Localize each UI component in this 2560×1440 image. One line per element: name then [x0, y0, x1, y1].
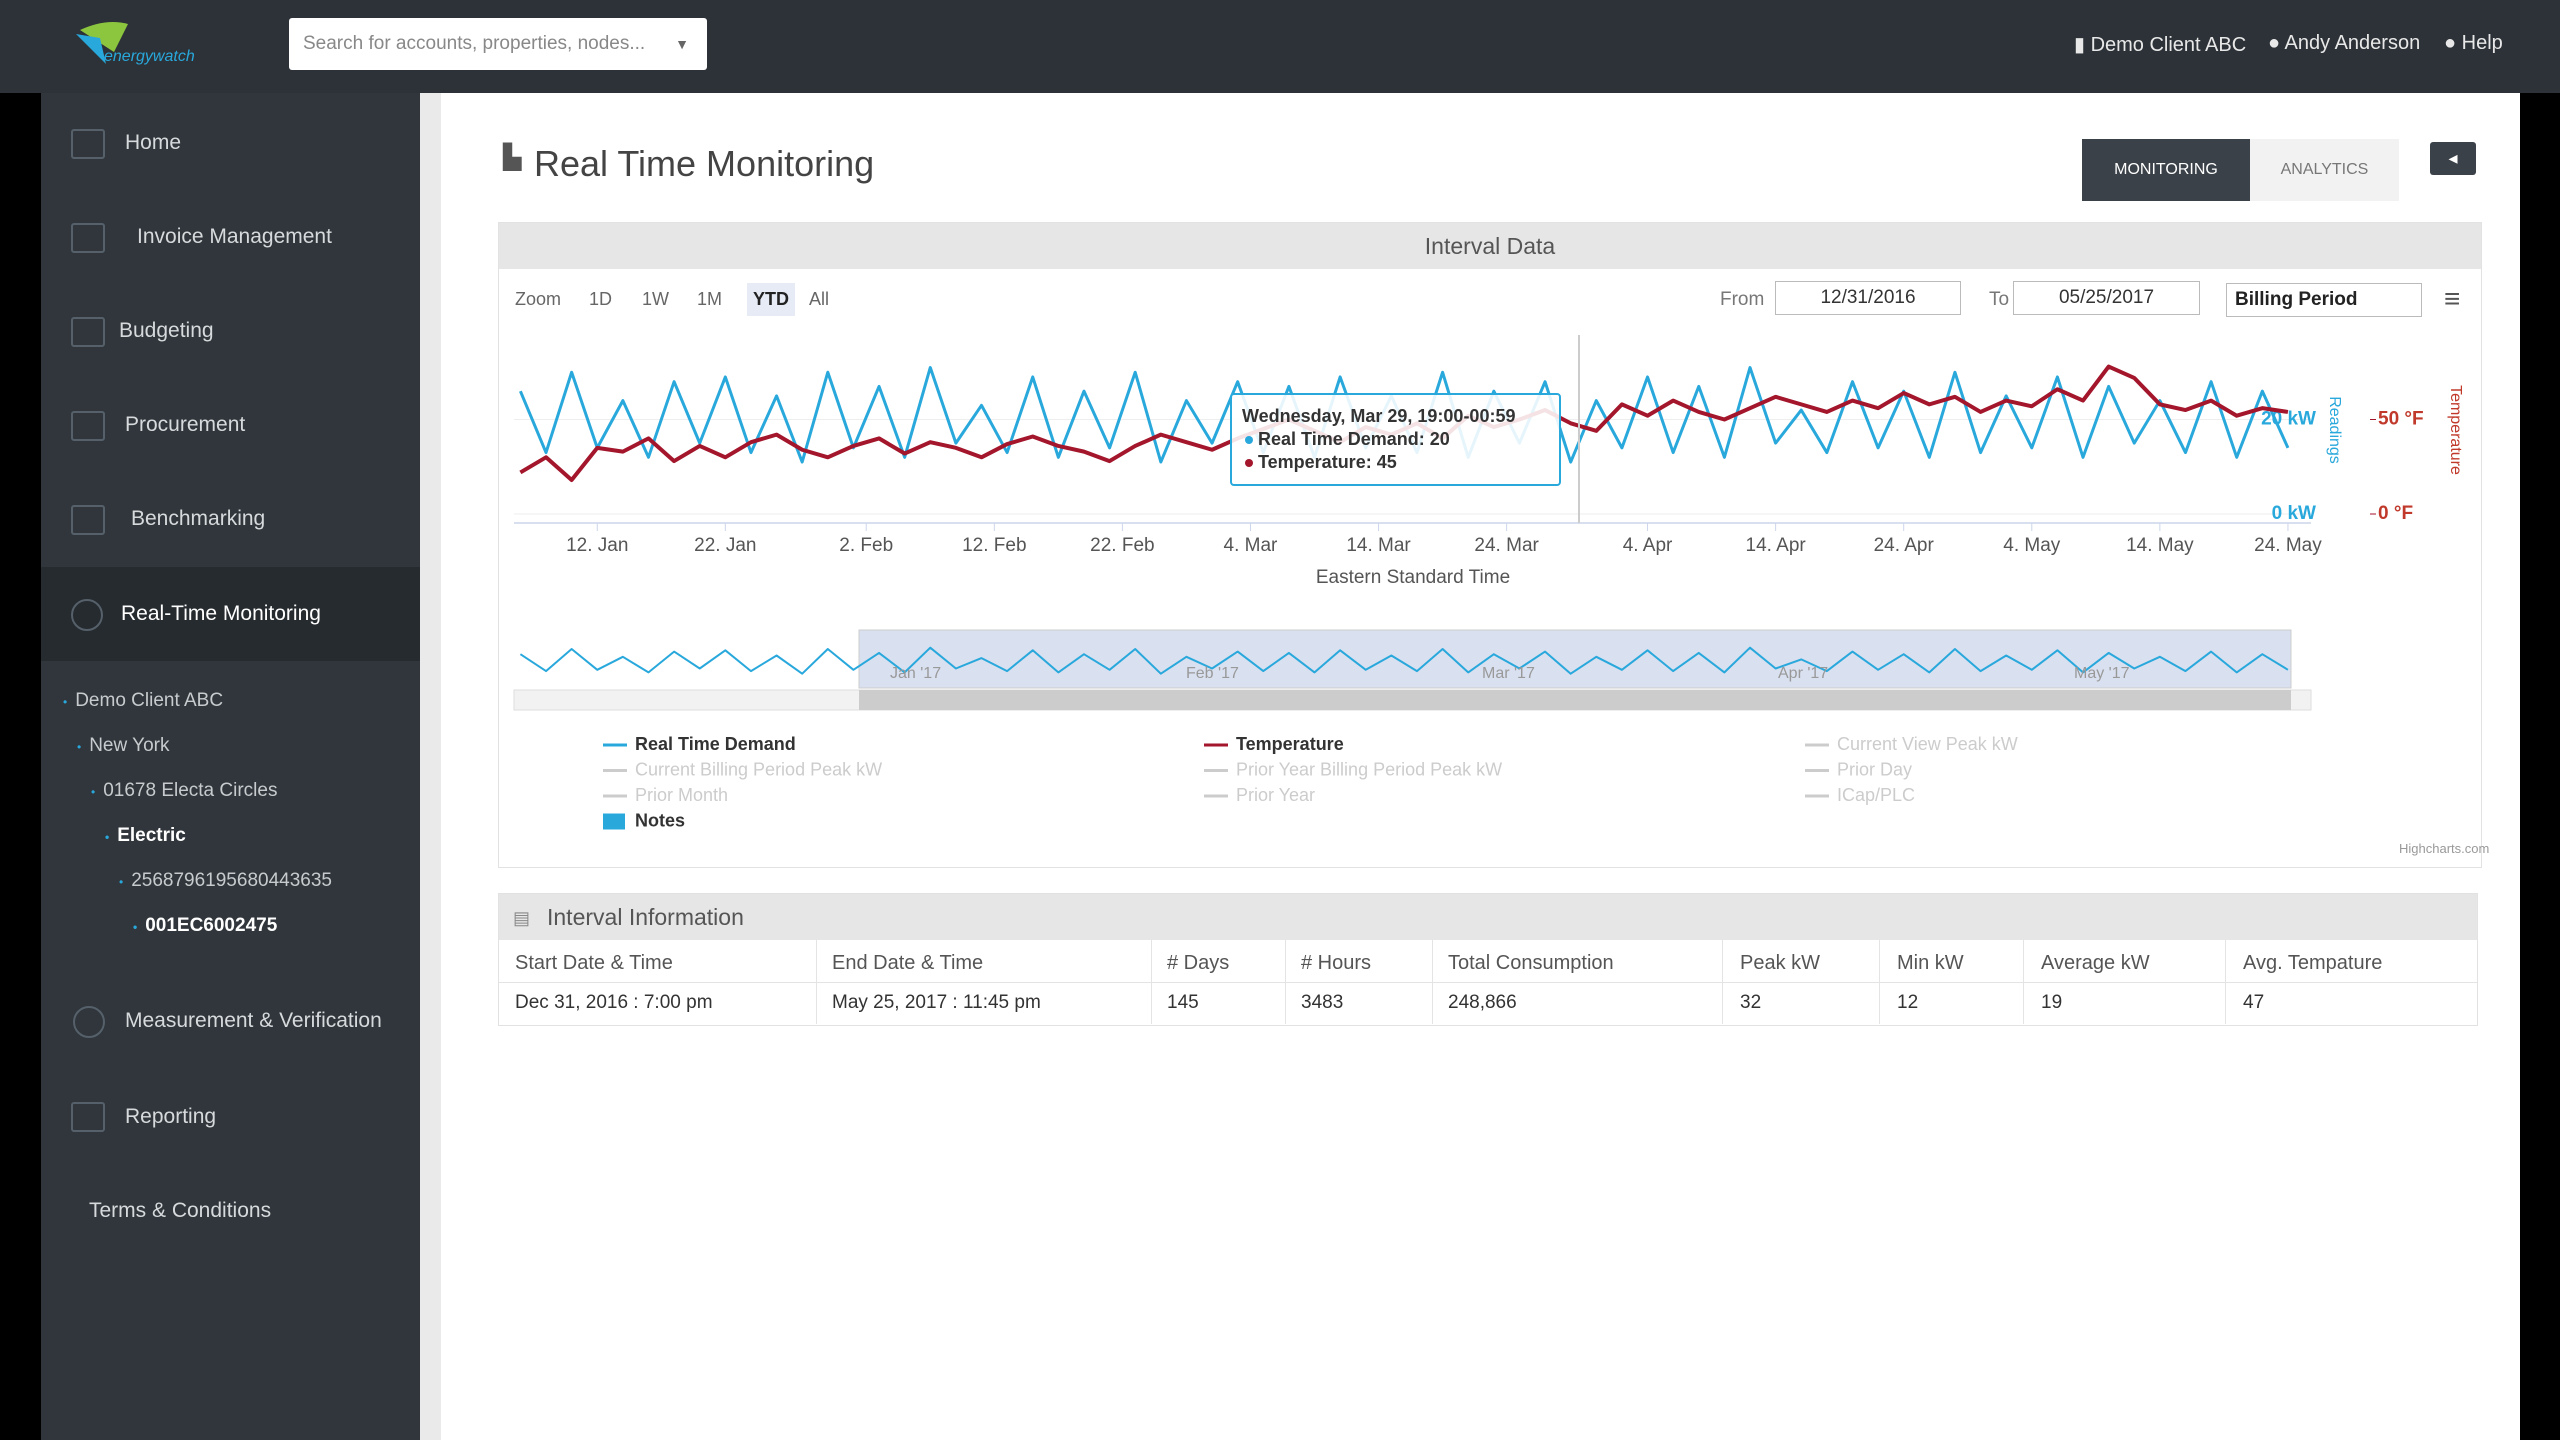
tree-item[interactable]: • Electric	[105, 825, 186, 846]
nav-item[interactable]: Measurement & Verification	[125, 1009, 382, 1032]
table-cell: 3483	[1301, 992, 1344, 1013]
tree-label: 2568796195680443635	[131, 870, 332, 891]
right-edge	[2520, 93, 2560, 1440]
tree-label: Demo Client ABC	[75, 690, 224, 711]
icon	[71, 317, 105, 347]
column-header: Avg. Tempature	[2243, 952, 2383, 974]
info-title: Interval Information	[499, 894, 2477, 940]
nav-item[interactable]: Budgeting	[119, 319, 214, 342]
to-label: To	[1989, 289, 2010, 310]
search-placeholder: Search for accounts, properties, nodes..…	[303, 33, 646, 54]
tree-item[interactable]: • 2568796195680443635	[119, 870, 332, 891]
tree-label: 001EC6002475	[145, 915, 278, 936]
row-divider	[499, 982, 2477, 983]
nav-item[interactable]: Reporting	[125, 1105, 217, 1128]
panel-title: Interval Data	[499, 223, 2481, 269]
help-text: Help	[2461, 32, 2503, 54]
logo-mark	[76, 22, 128, 64]
table-cell: May 25, 2017 : 11:45 pm	[832, 992, 1041, 1013]
top-bar: energywatch Search for accounts, propert…	[0, 0, 2560, 93]
tree-label: 01678 Electa Circles	[103, 780, 278, 801]
column-header: End Date & Time	[832, 952, 984, 974]
sidebar-scrollbar[interactable]	[420, 93, 441, 1440]
column-header: # Hours	[1301, 952, 1372, 974]
active-highlight	[41, 567, 420, 661]
sidebar: Home Invoice Management Budgeting Procur…	[41, 93, 420, 1440]
title-icon: ▙	[503, 144, 522, 171]
client-link[interactable]: ▮ Demo Client ABC	[2074, 34, 2247, 56]
table-cell: 47	[2243, 992, 2265, 1013]
tab-active[interactable]: MONITORING	[2082, 139, 2250, 201]
page-title: Real Time Monitoring	[534, 143, 875, 184]
tree-item[interactable]: • 01678 Electa Circles	[91, 780, 278, 801]
table-cell: 19	[2041, 992, 2063, 1013]
user-link[interactable]: ● Andy Anderson	[2268, 32, 2421, 54]
column-header: Start Date & Time	[515, 952, 673, 974]
help-link[interactable]: ● Help	[2444, 32, 2503, 54]
client-name: Demo Client ABC	[2090, 34, 2247, 56]
zoom-button-active[interactable]: YTD	[747, 283, 795, 316]
zoom-button[interactable]: 1M	[697, 289, 723, 309]
nav-item[interactable]: Home	[125, 131, 182, 154]
column-header: Peak kW	[1740, 952, 1821, 974]
main-content: ▙ Real Time Monitoring MONITORING ANALYT…	[441, 93, 2520, 1440]
from-label: From	[1720, 289, 1765, 310]
column-header: Total Consumption	[1448, 952, 1614, 974]
table-cell: 32	[1740, 992, 1762, 1013]
tab[interactable]: ANALYTICS	[2250, 139, 2399, 201]
nav-item-active[interactable]: Real-Time Monitoring	[121, 602, 321, 625]
zoom-button[interactable]: 1D	[589, 289, 613, 309]
tree-label: New York	[89, 735, 170, 756]
to-input[interactable]: 05/25/2017	[2013, 281, 2200, 315]
menu-button[interactable]: ≡	[2444, 283, 2461, 314]
icon	[71, 505, 105, 535]
from-input[interactable]: 12/31/2016	[1775, 281, 1961, 315]
user-name: Andy Anderson	[2284, 32, 2421, 54]
column-header: # Days	[1167, 952, 1230, 974]
nav-item[interactable]: Benchmarking	[131, 507, 266, 530]
dropdown-arrow: ▼	[675, 36, 689, 52]
period-select[interactable]: Billing Period	[2226, 283, 2422, 317]
info-icon: ▤	[513, 908, 531, 928]
icon	[71, 1102, 105, 1132]
icon	[71, 599, 103, 631]
tree-item[interactable]: • 001EC6002475	[133, 915, 278, 936]
logo: energywatch	[104, 48, 195, 65]
table-cell: 12	[1897, 992, 1919, 1013]
column-header: Min kW	[1897, 952, 1964, 974]
info-panel: Interval Information ▤ Start Date & Time…	[498, 893, 2478, 1026]
icon	[71, 223, 105, 253]
credit: Highcharts.com	[2399, 841, 2490, 856]
nav-item[interactable]: Invoice Management	[137, 225, 332, 248]
icon	[71, 129, 105, 159]
column-header: Average kW	[2041, 952, 2150, 974]
tree-label: Electric	[117, 825, 186, 846]
nav-item[interactable]: Procurement	[125, 413, 246, 436]
icon	[71, 411, 105, 441]
tree-item[interactable]: • New York	[77, 735, 170, 756]
table-cell: Dec 31, 2016 : 7:00 pm	[515, 992, 713, 1013]
table-cell: 248,866	[1448, 992, 1517, 1013]
zoom-button[interactable]: 1W	[642, 289, 669, 309]
chart-panel: Interval Data From 12/31/2016 To 05/25/2…	[498, 222, 2489, 868]
icon	[73, 1006, 105, 1038]
search-box[interactable]: Search for accounts, properties, nodes..…	[289, 18, 707, 70]
zoom-button[interactable]: All	[809, 289, 830, 309]
tree-item[interactable]: • Demo Client ABC	[63, 690, 224, 711]
table-cell: 145	[1167, 992, 1199, 1013]
back-button[interactable]: ◂	[2430, 142, 2476, 175]
zoom-label: Zoom	[515, 289, 562, 309]
nav-item[interactable]: Terms & Conditions	[89, 1199, 272, 1222]
